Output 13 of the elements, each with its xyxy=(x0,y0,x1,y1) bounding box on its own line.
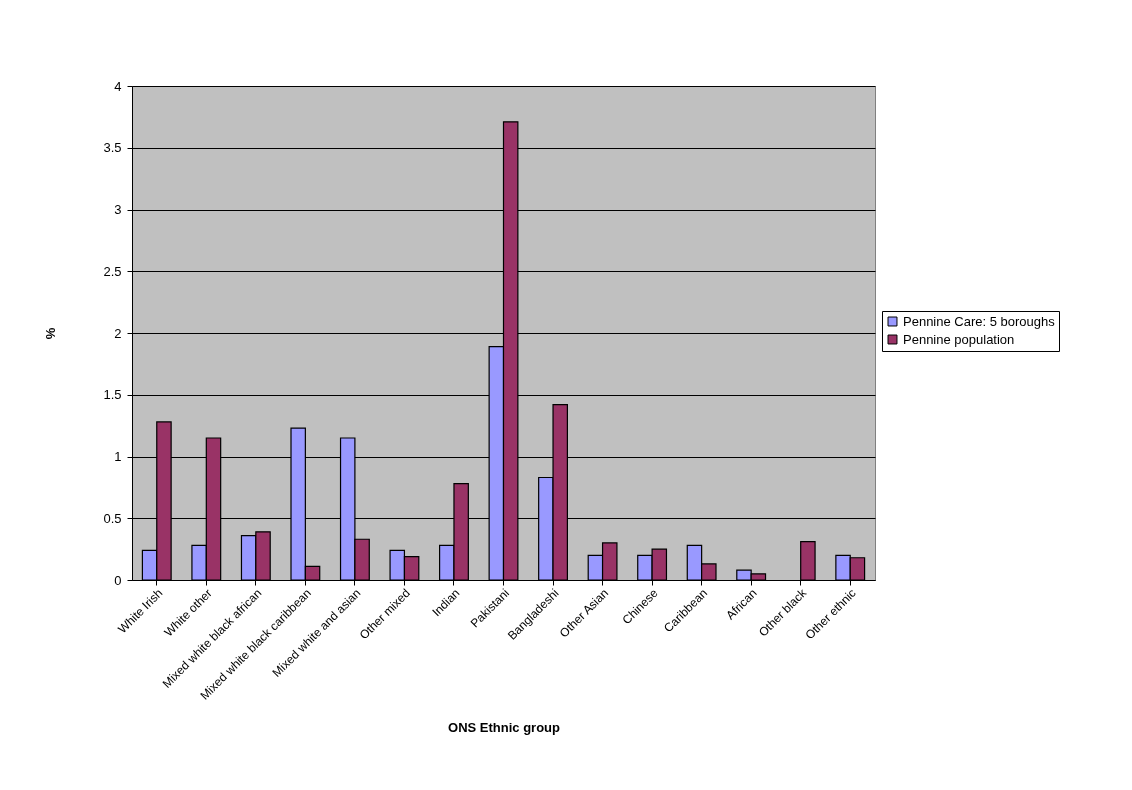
y-tick-label: 1 xyxy=(114,449,122,464)
y-tick-label: 1.5 xyxy=(103,387,122,403)
y-tick-label: 4 xyxy=(114,78,122,94)
legend-label: Pennine population xyxy=(903,331,1015,347)
y-tick-label: 2 xyxy=(114,325,122,341)
y-tick-label: 3.5 xyxy=(103,140,122,156)
x-axis-title: ONS Ethnic group xyxy=(448,719,561,735)
y-axis-title: % xyxy=(43,327,59,340)
y-tick-label: 3 xyxy=(114,202,122,217)
y-tick-label: 2.5 xyxy=(103,263,122,279)
y-tick-label: 0 xyxy=(114,572,122,588)
y-tick-label: 0.5 xyxy=(103,510,122,526)
legend-label: Pennine Care: 5 boroughs xyxy=(903,313,1056,329)
